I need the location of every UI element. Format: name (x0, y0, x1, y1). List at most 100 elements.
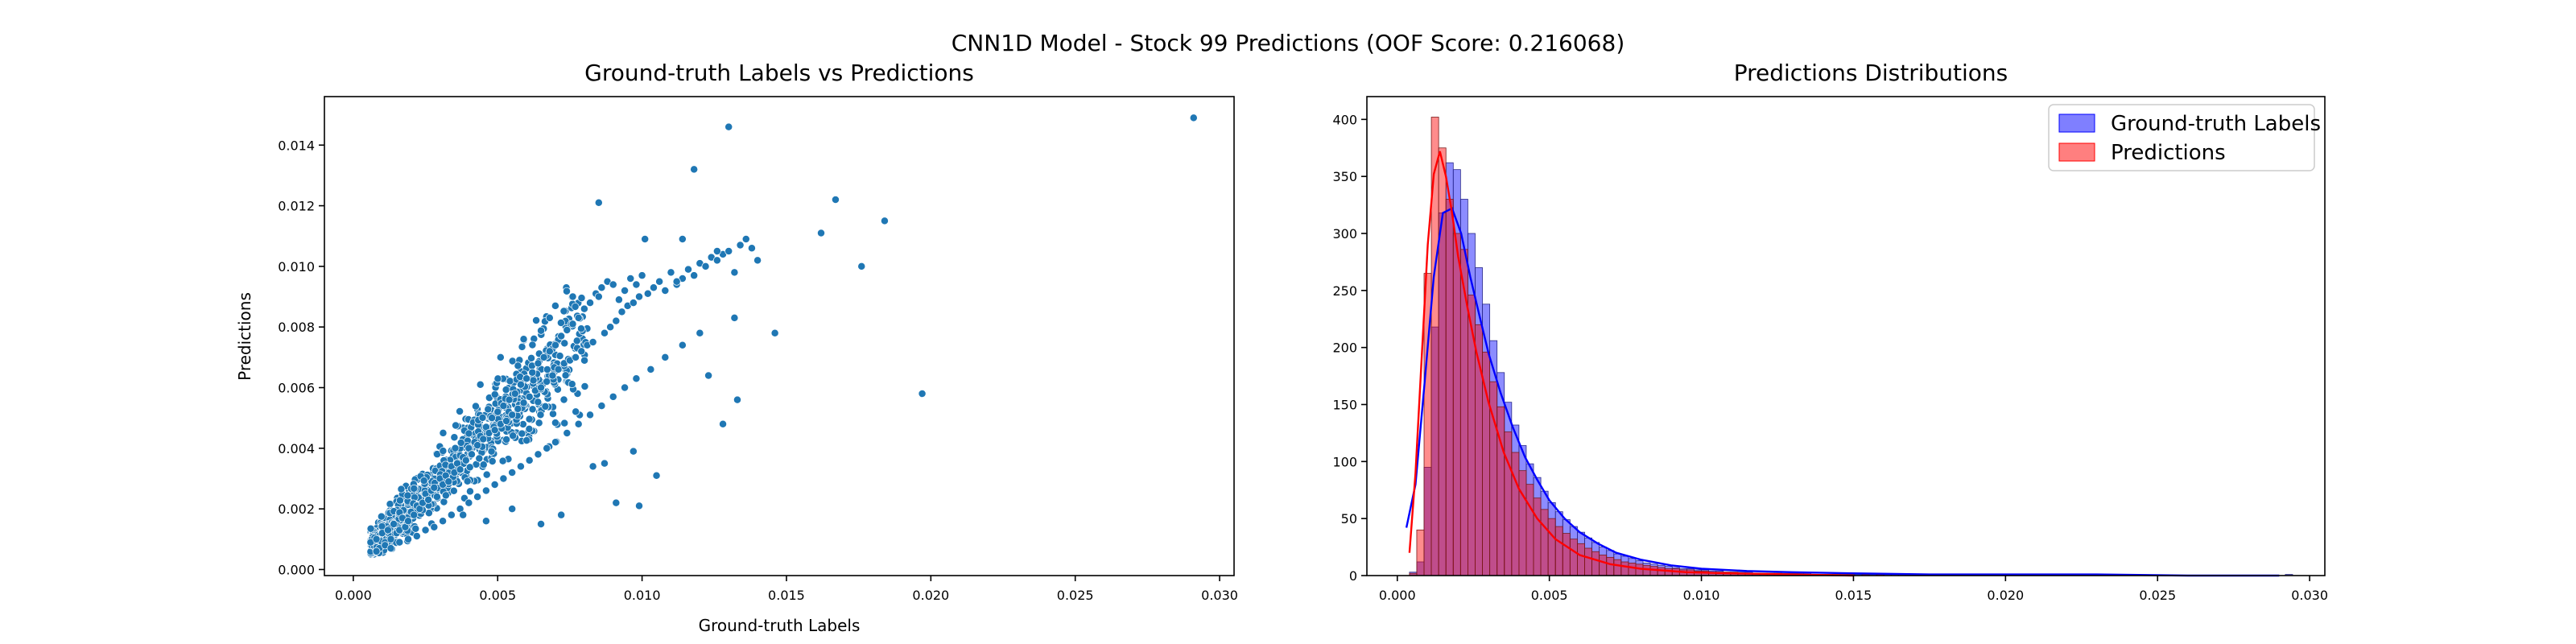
histogram-xtick-label: 0.025 (2139, 588, 2176, 603)
scatter-point (514, 404, 522, 413)
histogram-xtick-label: 0.030 (2291, 588, 2328, 603)
histogram-bar-predictions (1547, 518, 1556, 576)
scatter-point (551, 341, 559, 349)
scatter-point (395, 538, 404, 547)
scatter-point (568, 380, 576, 389)
scatter-ytick-label: 0.012 (278, 199, 315, 214)
scatter-point (612, 316, 621, 325)
histogram-bar-predictions (1657, 567, 1666, 576)
scatter-point (545, 313, 554, 322)
scatter-point (404, 535, 412, 543)
scatter-point (412, 532, 421, 540)
scatter-point (522, 374, 531, 383)
scatter-title: Ground-truth Labels vs Predictions (584, 60, 974, 86)
histogram-ytick-label: 50 (1341, 511, 1357, 526)
scatter-point (650, 283, 658, 292)
scatter-point (481, 486, 490, 495)
histogram-kde-lines (1405, 151, 2280, 577)
scatter-point (410, 484, 419, 493)
scatter-point (403, 491, 412, 500)
scatter-point (545, 347, 554, 356)
scatter-point (655, 277, 664, 286)
scatter-point (476, 380, 485, 389)
scatter-point (377, 512, 386, 521)
histogram-bar-predictions (1511, 452, 1520, 576)
scatter-point (557, 332, 566, 341)
scatter-point (588, 338, 597, 346)
scatter-point (447, 510, 456, 519)
scatter-point (372, 547, 381, 555)
scatter-point (614, 295, 623, 304)
scatter-point (528, 368, 537, 377)
histogram-bar-predictions (1525, 484, 1534, 576)
scatter-point (456, 465, 464, 474)
scatter-point (522, 436, 531, 445)
scatter-point (606, 323, 615, 332)
histogram-axes: Predictions Distributions 0.000 0.005 0.01… (1332, 60, 2328, 603)
scatter-point (430, 522, 439, 531)
scatter-point (568, 292, 577, 301)
scatter-ytick-label: 0.010 (278, 259, 315, 275)
scatter-xlabel: Ground-truth Labels (699, 616, 861, 635)
histogram-bar-predictions (1569, 539, 1578, 576)
scatter-point (549, 410, 557, 419)
scatter-point (1189, 114, 1198, 122)
scatter-point (525, 424, 534, 433)
scatter-point (712, 247, 721, 256)
histogram-bar-predictions (1504, 431, 1513, 576)
scatter-point (473, 441, 482, 450)
histogram-bar-predictions (1562, 533, 1571, 576)
histogram-frame (1366, 96, 2326, 576)
scatter-point (678, 235, 687, 243)
scatter-point (574, 419, 583, 428)
scatter-point (395, 496, 404, 505)
scatter-point (439, 428, 448, 437)
scatter-point (456, 439, 465, 447)
histogram-bar-predictions (1540, 509, 1549, 576)
scatter-point (498, 456, 507, 465)
legend-label-ground-truth: Ground-truth Labels (2111, 112, 2321, 136)
scatter-frame (324, 96, 1235, 576)
scatter-point (597, 402, 606, 411)
scatter-point (527, 353, 535, 362)
scatter-point (551, 301, 559, 310)
scatter-point (724, 247, 733, 256)
legend-box (2048, 104, 2315, 171)
scatter-point (386, 535, 395, 543)
scatter-point (880, 217, 889, 225)
scatter-point (577, 347, 586, 356)
scatter-point (684, 265, 692, 274)
scatter-point (493, 374, 502, 383)
histogram-bar-predictions (1628, 563, 1637, 576)
scatter-xtick-label: 0.020 (912, 588, 949, 603)
scatter-point (461, 456, 470, 464)
scatter-point (704, 371, 713, 380)
scatter-point (508, 469, 517, 477)
histogram-bar-predictions (1584, 547, 1592, 576)
scatter-point (543, 365, 551, 374)
scatter-point (572, 407, 580, 416)
legend-label-predictions: Predictions (2111, 141, 2226, 165)
scatter-point (601, 328, 609, 337)
scatter-point (632, 280, 641, 289)
scatter-xtick-label: 0.010 (624, 588, 661, 603)
scatter-point (432, 493, 441, 502)
scatter-points (366, 114, 1198, 559)
scatter-point (450, 433, 459, 442)
histogram-bar-predictions (1635, 564, 1644, 576)
scatter-point (563, 287, 571, 295)
scatter-point (586, 411, 594, 419)
scatter-point (770, 328, 779, 337)
scatter-point (551, 419, 559, 427)
scatter-point (499, 474, 508, 483)
legend-swatch-ground-truth (2058, 114, 2095, 133)
scatter-point (490, 481, 499, 489)
scatter-point (534, 359, 543, 368)
histogram-bar-predictions (1518, 470, 1527, 576)
scatter-point (588, 462, 597, 471)
scatter-point (559, 307, 568, 316)
scatter-point (563, 326, 572, 334)
scatter-point (452, 421, 460, 430)
scatter-point (475, 454, 484, 463)
scatter-point (502, 436, 511, 444)
